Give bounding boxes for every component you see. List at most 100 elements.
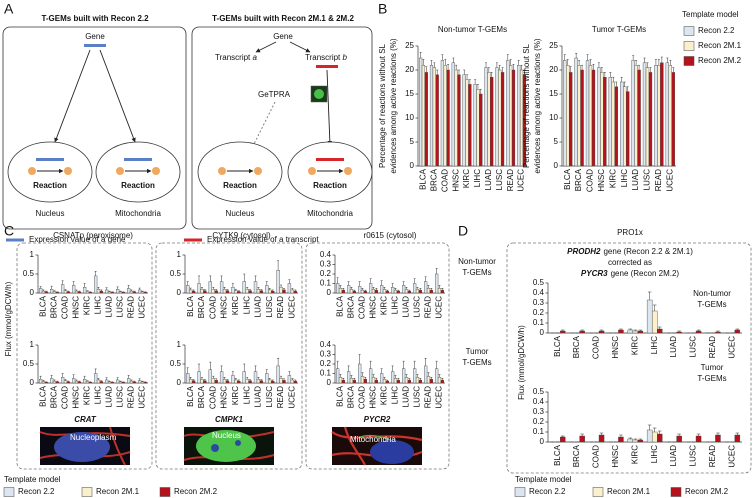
x-tick-label: LUSC [689, 336, 698, 358]
bar [495, 67, 499, 167]
error-bar [231, 371, 234, 376]
bar [574, 57, 578, 167]
y-tick-label: 0.1 [320, 369, 332, 378]
x-tick-label: BRCA [197, 385, 206, 408]
legend-swatch [3, 487, 15, 497]
bar [457, 74, 461, 167]
error-bar [100, 380, 103, 382]
error-bar [669, 60, 672, 66]
error-bar [430, 288, 433, 291]
bar [646, 429, 653, 443]
error-bar [375, 288, 378, 291]
error-bar [254, 365, 257, 372]
y-tick-label: 15 [405, 89, 414, 98]
bar [517, 64, 521, 167]
error-bar [638, 329, 643, 331]
bar [402, 368, 406, 384]
legend-swatch [683, 41, 695, 51]
bar [74, 380, 79, 384]
error-bar [254, 275, 257, 282]
y-tick-label: 0.3 [533, 298, 545, 307]
error-bar [116, 377, 119, 380]
getpra-icon [314, 89, 324, 99]
x-tick-label: COAD [358, 296, 367, 319]
bar [99, 290, 103, 294]
bar [268, 289, 272, 294]
error-bar [271, 289, 274, 292]
error-bar [646, 62, 649, 68]
bar [118, 291, 123, 294]
y-tick-label: 0 [540, 437, 545, 446]
error-bar [635, 60, 638, 66]
error-bar [512, 63, 515, 70]
error-bar [416, 374, 419, 378]
bar [245, 379, 249, 384]
x-tick-label: LIHC [94, 386, 103, 404]
bar [487, 72, 491, 167]
error-bar [383, 377, 386, 380]
bar [632, 330, 639, 334]
y-tick-label: 0.4 [533, 288, 545, 297]
x-tick-label: LUSC [643, 169, 652, 191]
error-bar [39, 375, 42, 380]
error-bar [463, 69, 466, 75]
bar [591, 69, 596, 167]
error-bar [383, 287, 386, 290]
bar [566, 64, 570, 167]
bar [468, 84, 472, 167]
bar [186, 373, 190, 384]
bar [77, 381, 81, 384]
x-tick-label: UCEC [517, 169, 526, 192]
bar [465, 79, 469, 167]
error-bar [209, 361, 212, 370]
bar [259, 380, 264, 384]
y-tick-label: 0.5 [23, 269, 35, 278]
error-bar [294, 289, 297, 292]
error-bar [203, 289, 206, 291]
bar [203, 380, 207, 384]
x-tick-label: LUAD [402, 296, 411, 318]
row-label: Tumor [701, 363, 724, 372]
transcript-expression-bar [316, 158, 344, 161]
error-bar [237, 379, 240, 382]
y-axis-label: evidences among active reactions (%) [389, 38, 398, 174]
compartment-label: Nucleus [36, 209, 65, 218]
x-tick-label: LUSC [116, 296, 125, 318]
error-bar [133, 380, 136, 382]
x-tick-label: BRCA [347, 295, 356, 318]
note-line: PYCR3 gene (Recon 2M.2) [581, 269, 680, 278]
error-bar [422, 59, 425, 66]
x-tick-label: KIRC [380, 296, 389, 315]
bar [734, 329, 741, 334]
error-bar [141, 290, 144, 292]
bar [336, 368, 340, 384]
bar [336, 283, 340, 294]
row-label: T-GEMs [462, 358, 491, 367]
bar [225, 380, 230, 384]
bar [637, 69, 641, 167]
bar [66, 381, 70, 384]
bar [603, 76, 607, 167]
y-tick-label: 1 [30, 250, 35, 259]
bar [234, 290, 238, 294]
x-tick-label: UCEC [138, 296, 147, 319]
error-bar [61, 373, 64, 378]
x-tick-label: READ [654, 169, 663, 191]
bar [105, 289, 109, 294]
error-bar [197, 275, 201, 284]
bar [676, 435, 682, 443]
row-label: T-GEMs [697, 374, 726, 383]
error-bar [246, 377, 249, 380]
bar [237, 380, 241, 384]
error-bar [200, 287, 203, 290]
bar [293, 290, 297, 294]
x-tick-label: COAD [592, 336, 601, 359]
error-bar [64, 289, 67, 291]
x-tick-label: BLCA [419, 168, 428, 190]
y-tick-label: 10 [405, 113, 414, 122]
error-bar [260, 379, 263, 381]
bar [94, 275, 98, 294]
error-bar [632, 55, 635, 61]
bar [618, 436, 624, 443]
x-tick-label: LUSC [116, 386, 125, 408]
